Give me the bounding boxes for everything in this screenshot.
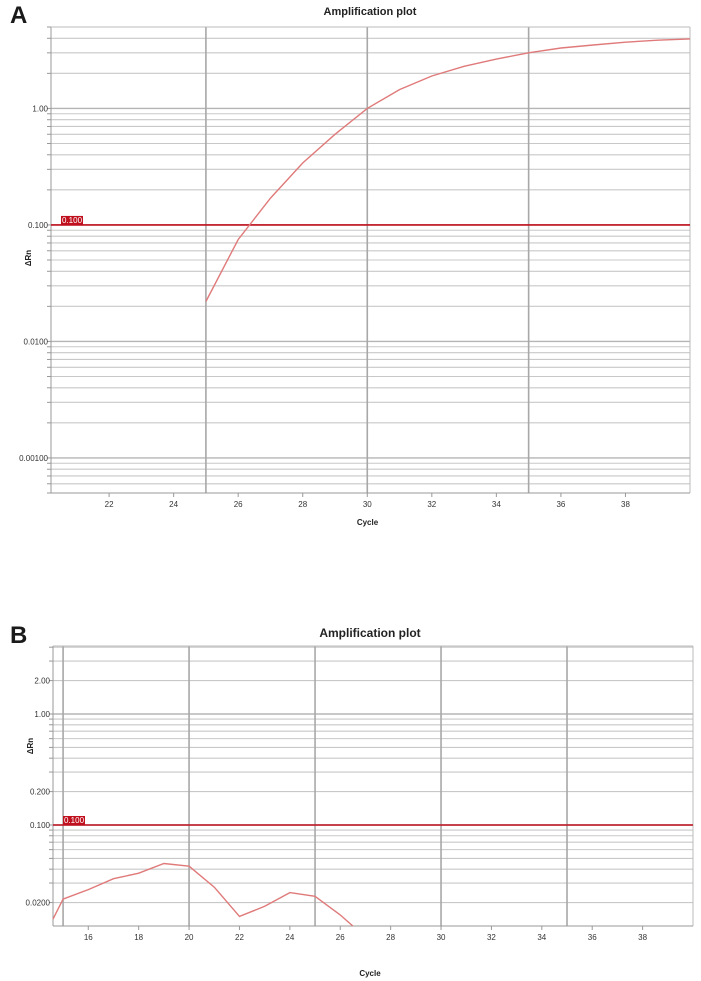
x-tick-label: 36 bbox=[556, 500, 565, 509]
x-tick-label: 32 bbox=[427, 500, 436, 509]
x-tick-label: 26 bbox=[234, 500, 243, 509]
panel-letter: B bbox=[10, 622, 28, 649]
x-tick-label: 30 bbox=[437, 933, 446, 942]
x-tick-label: 18 bbox=[134, 933, 143, 942]
threshold-label-box bbox=[63, 815, 85, 825]
y-axis-title: ΔRn bbox=[24, 250, 33, 267]
amplification-curve bbox=[205, 38, 691, 302]
x-axis-title: Cycle bbox=[359, 969, 381, 978]
y-tick-label: 0.100 bbox=[30, 821, 51, 830]
y-tick-label: 0.0100 bbox=[24, 337, 49, 346]
x-tick-label: 28 bbox=[298, 500, 307, 509]
x-tick-label: 36 bbox=[588, 933, 597, 942]
amplification-chart-b: 16 18 20 22 24 26 28 30 32 34 36 38 2.00 1.00 0.200 0.1… bbox=[26, 645, 694, 978]
x-tick-label: 30 bbox=[363, 500, 372, 509]
y-tick-label: 0.0200 bbox=[26, 899, 51, 908]
x-tick-label: 20 bbox=[185, 933, 194, 942]
x-tick-label: 24 bbox=[285, 933, 294, 942]
y-tick-label: 1.00 bbox=[32, 104, 48, 113]
x-tick-label: 22 bbox=[235, 933, 244, 942]
amplification-curve bbox=[52, 862, 354, 927]
x-axis-title: Cycle bbox=[357, 518, 379, 527]
x-tick-label: 16 bbox=[84, 933, 93, 942]
y-tick-label: 0.100 bbox=[28, 221, 49, 230]
amplification-chart-a: 22 24 26 28 30 32 34 36 38 1.00 0.100 0.0100 0.00100… bbox=[19, 26, 691, 527]
threshold-label: 0.100 bbox=[62, 216, 83, 225]
chart-title: Amplification plot bbox=[319, 626, 421, 640]
y-tick-label: 0.00100 bbox=[19, 454, 48, 463]
x-tick-label: 38 bbox=[621, 500, 630, 509]
panel-a: A Amplification plot 22 24 26 28 30 32 34 36 38 1… bbox=[10, 2, 691, 527]
threshold-label: 0.100 bbox=[64, 816, 85, 825]
panel-letter: A bbox=[10, 2, 28, 29]
y-tick-label: 1.00 bbox=[34, 710, 50, 719]
x-tick-label: 24 bbox=[169, 500, 178, 509]
x-tick-label: 34 bbox=[492, 500, 501, 509]
y-tick-label: 2.00 bbox=[34, 677, 50, 686]
x-tick-label: 34 bbox=[537, 933, 546, 942]
x-tick-label: 22 bbox=[105, 500, 114, 509]
panel-b: B Amplification plot 16 18 20 22 24 26 28 30 32 3… bbox=[0, 618, 701, 981]
x-tick-label: 32 bbox=[487, 933, 496, 942]
y-axis-title: ΔRn bbox=[26, 738, 35, 755]
x-tick-label: 38 bbox=[638, 933, 647, 942]
y-tick-label: 0.200 bbox=[30, 788, 51, 797]
threshold-label-box bbox=[61, 215, 83, 225]
x-tick-label: 28 bbox=[386, 933, 395, 942]
chart-title: Amplification plot bbox=[323, 6, 417, 18]
x-tick-label: 26 bbox=[336, 933, 345, 942]
